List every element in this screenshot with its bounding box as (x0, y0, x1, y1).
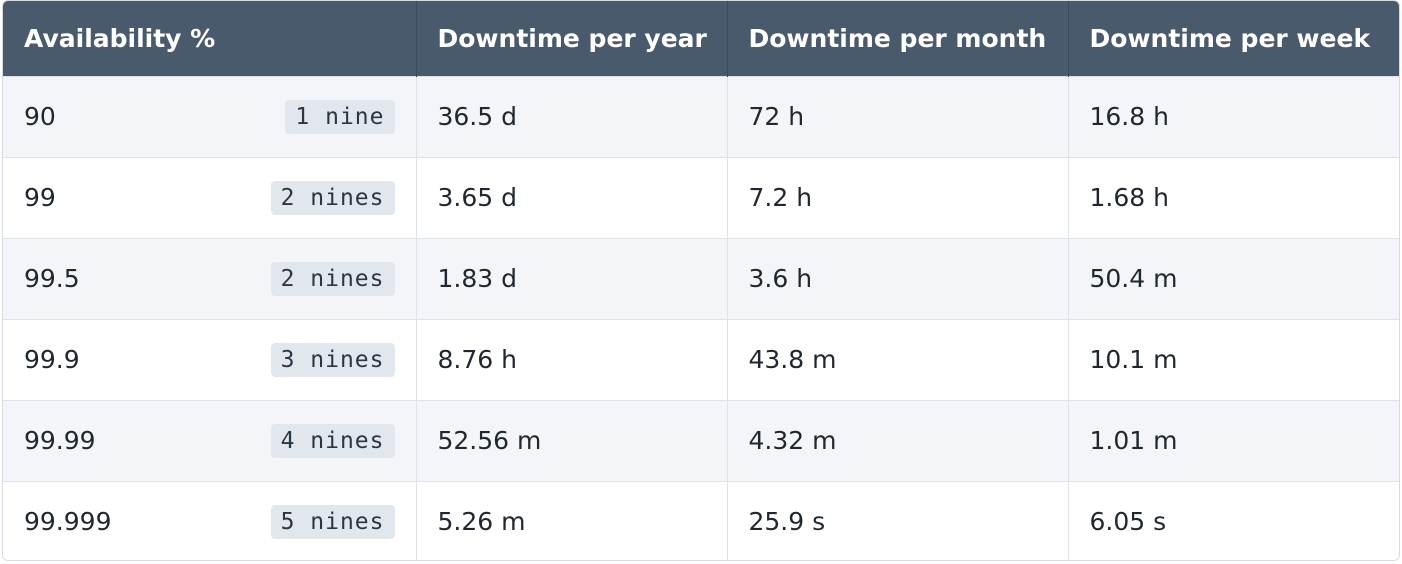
downtime-month-cell: 25.9 s (727, 481, 1068, 561)
downtime-month-cell: 4.32 m (727, 400, 1068, 481)
availability-cell: 99 2 nines (3, 157, 416, 238)
availability-value: 99.9 (24, 345, 80, 374)
downtime-month-cell: 72 h (727, 76, 1068, 157)
downtime-week-cell: 6.05 s (1068, 481, 1399, 561)
nines-badge: 4 nines (271, 424, 395, 458)
availability-cell: 90 1 nine (3, 76, 416, 157)
downtime-year-cell: 36.5 d (416, 76, 727, 157)
downtime-year-cell: 5.26 m (416, 481, 727, 561)
availability-value: 99.99 (24, 426, 96, 455)
table-row: 99 2 nines 3.65 d 7.2 h 1.68 h (3, 157, 1399, 238)
downtime-week-cell: 10.1 m (1068, 319, 1399, 400)
availability-value: 90 (24, 102, 56, 131)
table-row: 99.99 4 nines 52.56 m 4.32 m 1.01 m (3, 400, 1399, 481)
availability-cell: 99.999 5 nines (3, 481, 416, 561)
downtime-week-cell: 1.68 h (1068, 157, 1399, 238)
table-row: 99.999 5 nines 5.26 m 25.9 s 6.05 s (3, 481, 1399, 561)
availability-cell: 99.9 3 nines (3, 319, 416, 400)
downtime-week-cell: 1.01 m (1068, 400, 1399, 481)
downtime-year-cell: 52.56 m (416, 400, 727, 481)
downtime-month-cell: 43.8 m (727, 319, 1068, 400)
downtime-year-cell: 8.76 h (416, 319, 727, 400)
downtime-year-cell: 1.83 d (416, 238, 727, 319)
availability-cell: 99.99 4 nines (3, 400, 416, 481)
downtime-month-cell: 7.2 h (727, 157, 1068, 238)
header-availability: Availability % (3, 1, 416, 76)
downtime-week-cell: 50.4 m (1068, 238, 1399, 319)
table-row: 90 1 nine 36.5 d 72 h 16.8 h (3, 76, 1399, 157)
nines-badge: 1 nine (285, 100, 394, 134)
table-row: 99.9 3 nines 8.76 h 43.8 m 10.1 m (3, 319, 1399, 400)
availability-cell: 99.5 2 nines (3, 238, 416, 319)
nines-badge: 3 nines (271, 343, 395, 377)
availability-value: 99.5 (24, 264, 80, 293)
nines-badge: 5 nines (271, 505, 395, 539)
nines-badge: 2 nines (271, 181, 395, 215)
availability-value: 99.999 (24, 507, 111, 536)
availability-value: 99 (24, 183, 56, 212)
header-downtime-month: Downtime per month (727, 1, 1068, 76)
downtime-month-cell: 3.6 h (727, 238, 1068, 319)
availability-table: Availability % Downtime per year Downtim… (3, 1, 1399, 561)
table-row: 99.5 2 nines 1.83 d 3.6 h 50.4 m (3, 238, 1399, 319)
table-header-row: Availability % Downtime per year Downtim… (3, 1, 1399, 76)
downtime-week-cell: 16.8 h (1068, 76, 1399, 157)
header-downtime-year: Downtime per year (416, 1, 727, 76)
nines-badge: 2 nines (271, 262, 395, 296)
header-downtime-week: Downtime per week (1068, 1, 1399, 76)
downtime-year-cell: 3.65 d (416, 157, 727, 238)
